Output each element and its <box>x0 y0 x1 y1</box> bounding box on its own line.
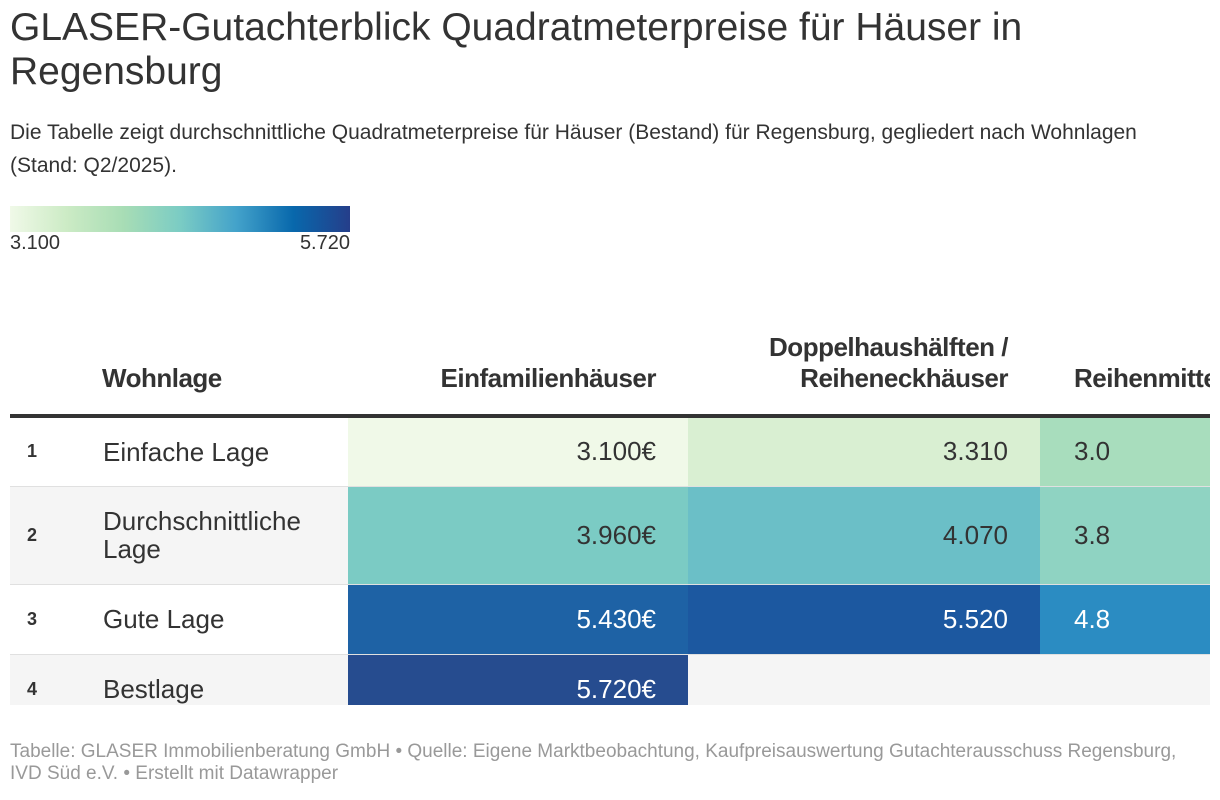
table-row: 1 Einfache Lage 3.100€ 3.310 3.0 <box>10 416 1210 486</box>
cell-einfamilienhaeuser: 3.100€ <box>348 416 688 486</box>
table-header-row: Wohnlage Einfamilienhäuser Doppelhaushäl… <box>10 300 1210 418</box>
cell-doppelhaushaelften: 3.310 <box>688 416 1040 486</box>
header-doppelhaushaelften[interactable]: Doppelhaushälften / Reiheneckhäuser <box>688 300 1040 418</box>
row-rank: 1 <box>27 441 38 462</box>
header-reihenmittelhaeuser[interactable]: Reihenmittelhäuser <box>1040 300 1210 418</box>
row-wohnlage: Einfache Lage <box>103 436 270 467</box>
cell-doppelhaushaelften <box>688 654 1040 705</box>
header-einfamilienhaeuser[interactable]: Einfamilienhäuser <box>348 300 688 418</box>
cell-einfamilienhaeuser: 5.430€ <box>348 584 688 654</box>
table-row: 3 Gute Lage 5.430€ 5.520 4.8 <box>10 584 1210 654</box>
row-wohnlage: Gute Lage <box>103 604 225 634</box>
header-rank <box>10 300 102 418</box>
cell-einfamilienhaeuser: 5.720€ <box>348 654 688 705</box>
chart-subtitle: Die Tabelle zeigt durchschnittliche Quad… <box>10 121 1137 177</box>
cell-reihenmittelhaeuser: 4.8 <box>1040 584 1210 654</box>
cell-reihenmittelhaeuser: 3.8 <box>1040 486 1210 584</box>
cell-reihenmittelhaeuser <box>1040 654 1210 705</box>
price-table-wrapper[interactable]: Wohnlage Einfamilienhäuser Doppelhaushäl… <box>10 300 1210 705</box>
cell-doppelhaushaelften: 5.520 <box>688 584 1040 654</box>
row-wohnlage: Bestlage <box>103 674 205 705</box>
row-rank: 4 <box>27 678 38 699</box>
table-body: 1 Einfache Lage 3.100€ 3.310 3.0 2 Durchschnit… <box>10 416 1210 705</box>
chart-footer: Tabelle: GLASER Immobilienberatung GmbH … <box>10 741 1177 784</box>
cell-doppelhaushaelften: 4.070 <box>688 486 1040 584</box>
row-wohnlage: Durchschnittliche Lage <box>103 506 301 564</box>
legend-gradient-bar <box>10 206 350 232</box>
table-row: 4 Bestlage 5.720€ <box>10 654 1210 705</box>
price-table: Wohnlage Einfamilienhäuser Doppelhaushäl… <box>10 300 1210 705</box>
row-rank: 3 <box>27 608 38 629</box>
table-row: 2 Durchschnittliche Lage 3.960€ 4.070 3.8 <box>10 486 1210 584</box>
color-legend: 3.100 5.720 <box>10 206 350 256</box>
cell-einfamilienhaeuser: 3.960€ <box>348 486 688 584</box>
header-wohnlage[interactable]: Wohnlage <box>102 300 348 418</box>
cell-reihenmittelhaeuser: 3.0 <box>1040 416 1210 486</box>
legend-max-label: 5.720 <box>299 232 350 254</box>
row-rank: 2 <box>27 524 38 545</box>
legend-min-label: 3.100 <box>10 232 61 254</box>
chart-title: GLASER-Gutachterblick Quadratmeterpreise… <box>10 6 1023 93</box>
